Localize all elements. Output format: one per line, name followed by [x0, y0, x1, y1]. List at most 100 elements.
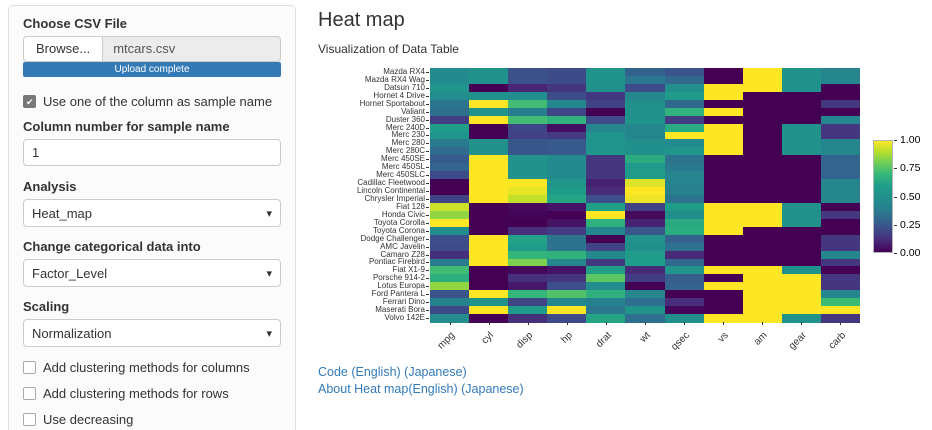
- heatmap-cell: [430, 163, 470, 172]
- heatmap-cell: [586, 99, 626, 109]
- heatmap-cell: [664, 139, 705, 148]
- heatmap-cell: [781, 226, 822, 236]
- row-label: Camaro Z28: [380, 249, 425, 259]
- axis-tick: [426, 175, 429, 177]
- heatmap-cell: [625, 306, 666, 315]
- axis-tick: [426, 206, 429, 208]
- legend-tick: [894, 168, 897, 170]
- heatmap-cell: [820, 250, 861, 259]
- heatmap-cell: [820, 83, 861, 93]
- heatmap-cell: [508, 155, 548, 164]
- heatmap-cell: [625, 226, 666, 236]
- legend-tick-label: 0.50: [900, 190, 921, 203]
- heatmap-cell: [469, 266, 509, 275]
- page-subtitle: Visualization of Data Table: [318, 42, 459, 56]
- analysis-select[interactable]: Heat_map ▾: [23, 199, 281, 227]
- heatmap-cell: [469, 139, 509, 148]
- heatmap-cell: [547, 218, 587, 228]
- heatmap-cell: [742, 91, 783, 101]
- axis-tick: [566, 322, 568, 325]
- heatmap-cell: [625, 274, 666, 283]
- axis-tick: [449, 322, 451, 325]
- heatmap-cell: [586, 75, 626, 85]
- file-input: Browse... mtcars.csv: [23, 36, 281, 62]
- row-label: Merc 450SE: [380, 154, 425, 164]
- row-label: Fiat X1-9: [392, 265, 425, 275]
- heatmap-cell: [781, 131, 822, 140]
- heatmap-cell: [781, 171, 822, 180]
- clustering-columns-checkbox[interactable]: [23, 360, 36, 374]
- heatmap-cell: [586, 83, 626, 93]
- heatmap-cell: [703, 163, 744, 172]
- row-label: Porsche 914-2: [372, 273, 425, 283]
- heatmap-cell: [820, 226, 861, 236]
- heatmap-cell: [586, 147, 626, 156]
- heatmap-cell: [703, 290, 744, 299]
- heatmap-cell: [820, 171, 861, 180]
- clustering-rows-checkbox[interactable]: [23, 386, 36, 400]
- categorical-select-value: Factor_Level: [32, 265, 108, 281]
- column-number-input[interactable]: [23, 139, 281, 166]
- axis-tick: [426, 71, 429, 73]
- heatmap-cell: [820, 123, 861, 132]
- heatmap-cell: [469, 210, 509, 220]
- heatmap-cell: [820, 258, 861, 267]
- scaling-select[interactable]: Normalization ▾: [23, 319, 281, 347]
- heatmap-cell: [547, 274, 587, 283]
- heatmap-cell: [508, 131, 548, 140]
- axis-tick: [840, 322, 842, 325]
- heatmap-cell: [547, 123, 587, 132]
- heatmap-cell: [742, 226, 783, 236]
- about-link[interactable]: About Heat map(English) (Japanese): [318, 382, 524, 396]
- heatmap-cell: [430, 123, 470, 132]
- col-label: drat: [593, 330, 614, 350]
- legend-tick-label: 1.00: [900, 134, 921, 146]
- heatmap-cell: [703, 171, 744, 180]
- axis-tick: [801, 322, 803, 325]
- heatmap-cell: [625, 123, 666, 132]
- heatmap-cell: [508, 266, 548, 275]
- code-link[interactable]: Code (English) (Japanese): [318, 365, 467, 379]
- clustering-columns-checkbox-row[interactable]: Add clustering methods for columns: [23, 359, 281, 375]
- scaling-select-value: Normalization: [32, 325, 112, 341]
- heatmap-cell: [664, 68, 705, 77]
- legend-tick: [894, 196, 897, 198]
- sample-name-checkbox[interactable]: [23, 94, 36, 108]
- heatmap-cell: [664, 131, 705, 140]
- heatmap-cell: [625, 163, 666, 172]
- heatmap-cell: [820, 179, 861, 188]
- footer-links: Code (English) (Japanese) About Heat map…: [318, 364, 524, 398]
- heatmap-cell: [703, 83, 744, 93]
- heatmap-cell: [547, 115, 587, 125]
- col-label: mpg: [435, 330, 458, 352]
- heatmap-cell: [742, 314, 783, 323]
- heatmap-cell: [664, 171, 705, 180]
- heatmap-cell: [742, 147, 783, 156]
- categorical-select[interactable]: Factor_Level ▾: [23, 259, 281, 287]
- row-label: Cadillac Fleetwood: [357, 178, 425, 188]
- heatmap-cell: [508, 139, 548, 148]
- heatmap-cell: [586, 242, 626, 252]
- heatmap-cell: [742, 187, 783, 196]
- browse-button[interactable]: Browse...: [23, 36, 104, 62]
- col-label: am: [752, 330, 771, 348]
- heatmap-cell: [430, 210, 470, 220]
- use-decreasing-checkbox-row[interactable]: Use decreasing: [23, 411, 281, 427]
- heatmap-cell: [547, 131, 587, 140]
- filename-field[interactable]: mtcars.csv: [103, 36, 281, 62]
- axis-tick: [426, 214, 429, 216]
- col-label: qsec: [669, 330, 692, 353]
- heatmap-cell: [664, 298, 705, 307]
- heatmap-cell: [586, 226, 626, 236]
- heatmap-cell: [547, 314, 587, 323]
- axis-tick: [426, 151, 429, 153]
- use-decreasing-checkbox[interactable]: [23, 412, 36, 426]
- axis-tick: [426, 318, 429, 320]
- clustering-rows-checkbox-row[interactable]: Add clustering methods for rows: [23, 385, 281, 401]
- axis-tick: [723, 322, 725, 325]
- heatmap-cell: [547, 234, 587, 244]
- sample-name-checkbox-row[interactable]: Use one of the column as sample name: [23, 93, 281, 109]
- legend-tick: [894, 224, 897, 226]
- chevron-down-icon: ▾: [266, 267, 272, 280]
- axis-tick: [426, 127, 429, 129]
